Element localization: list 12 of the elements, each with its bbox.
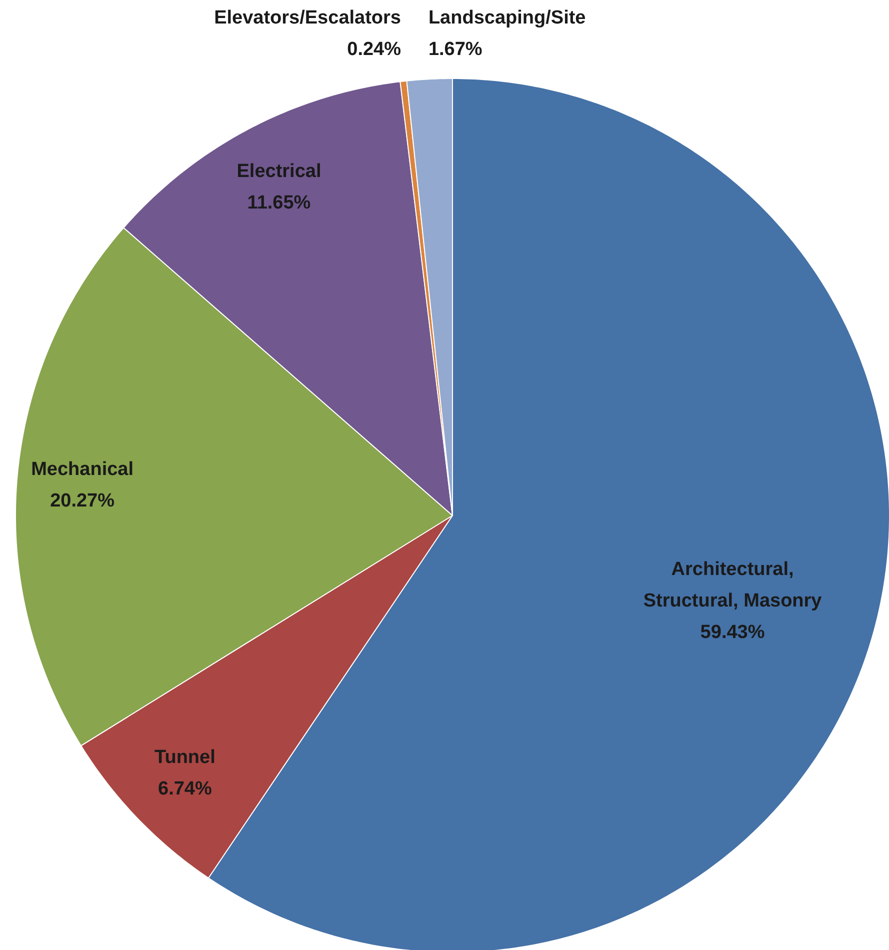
data-label: 0.24% bbox=[347, 38, 402, 60]
slice-label: Mechanical bbox=[31, 458, 134, 480]
slice-label: Elevators/Escalators bbox=[214, 7, 402, 28]
slice-label: Tunnel bbox=[154, 746, 216, 768]
slice-label: Electrical bbox=[236, 160, 322, 182]
data-label: 20.27% bbox=[50, 490, 115, 512]
slice-label: Landscaping/Site bbox=[428, 7, 586, 28]
data-label: 1.67% bbox=[428, 38, 482, 60]
data-label: 11.65% bbox=[247, 192, 311, 214]
slice-label: Architectural, Structural, Masonry bbox=[643, 558, 822, 612]
data-label: 6.74% bbox=[158, 778, 212, 800]
data-label: 59.43% bbox=[700, 622, 765, 643]
